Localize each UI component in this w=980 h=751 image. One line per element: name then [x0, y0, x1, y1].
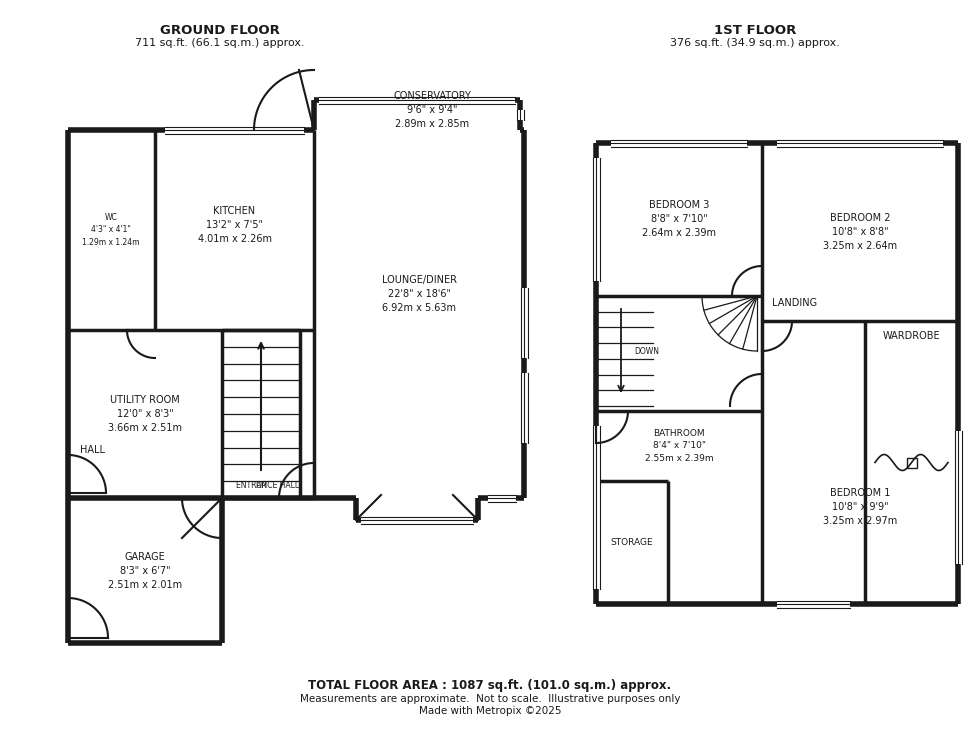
Text: 711 sq.ft. (66.1 sq.m.) approx.: 711 sq.ft. (66.1 sq.m.) approx.	[135, 38, 305, 48]
Text: WC
4'3" x 4'1"
1.29m x 1.24m: WC 4'3" x 4'1" 1.29m x 1.24m	[82, 213, 140, 247]
Text: CONSERVATORY
9'6" x 9'4"
2.89m x 2.85m: CONSERVATORY 9'6" x 9'4" 2.89m x 2.85m	[393, 91, 471, 129]
Text: DOWN: DOWN	[634, 346, 659, 355]
Bar	[906, 457, 916, 468]
Text: GARAGE
8'3" x 6'7"
2.51m x 2.01m: GARAGE 8'3" x 6'7" 2.51m x 2.01m	[108, 551, 182, 590]
Text: BATHROOM
8'4" x 7'10"
2.55m x 2.39m: BATHROOM 8'4" x 7'10" 2.55m x 2.39m	[645, 429, 713, 463]
Text: GROUND FLOOR: GROUND FLOOR	[160, 25, 280, 38]
Text: STORAGE: STORAGE	[611, 538, 654, 547]
Text: HALL: HALL	[80, 445, 105, 455]
Text: 376 sq.ft. (34.9 sq.m.) approx.: 376 sq.ft. (34.9 sq.m.) approx.	[670, 38, 840, 48]
Text: TOTAL FLOOR AREA : 1087 sq.ft. (101.0 sq.m.) approx.: TOTAL FLOOR AREA : 1087 sq.ft. (101.0 sq…	[309, 680, 671, 692]
Text: KITCHEN
13'2" x 7'5"
4.01m x 2.26m: KITCHEN 13'2" x 7'5" 4.01m x 2.26m	[198, 206, 271, 244]
Text: UTILITY ROOM
12'0" x 8'3"
3.66m x 2.51m: UTILITY ROOM 12'0" x 8'3" 3.66m x 2.51m	[108, 395, 182, 433]
Text: ENTRANCE HALL: ENTRANCE HALL	[236, 481, 300, 490]
Text: BEDROOM 3
8'8" x 7'10"
2.64m x 2.39m: BEDROOM 3 8'8" x 7'10" 2.64m x 2.39m	[642, 201, 716, 239]
Text: Measurements are approximate.  Not to scale.  Illustrative purposes only: Measurements are approximate. Not to sca…	[300, 694, 680, 704]
Text: LOUNGE/DINER
22'8" x 18'6"
6.92m x 5.63m: LOUNGE/DINER 22'8" x 18'6" 6.92m x 5.63m	[381, 275, 457, 313]
Text: LANDING: LANDING	[772, 298, 817, 309]
Text: UP: UP	[256, 481, 267, 490]
Text: BEDROOM 1
10'8" x 9'9"
3.25m x 2.97m: BEDROOM 1 10'8" x 9'9" 3.25m x 2.97m	[823, 488, 897, 526]
Text: 1ST FLOOR: 1ST FLOOR	[713, 25, 796, 38]
Text: Made with Metropix ©2025: Made with Metropix ©2025	[418, 706, 562, 716]
Text: BEDROOM 2
10'8" x 8'8"
3.25m x 2.64m: BEDROOM 2 10'8" x 8'8" 3.25m x 2.64m	[823, 213, 897, 251]
Text: WARDROBE: WARDROBE	[883, 331, 941, 341]
